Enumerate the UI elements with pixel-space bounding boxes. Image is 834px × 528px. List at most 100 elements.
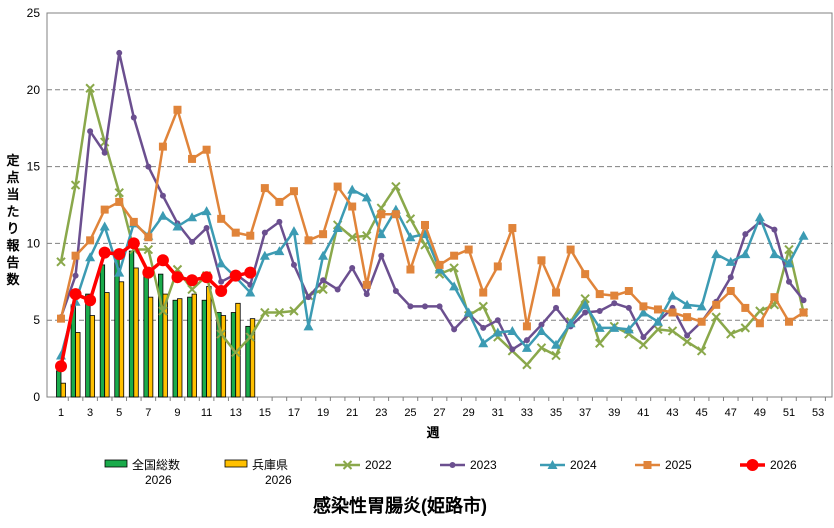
data-point-2024 [565, 318, 576, 328]
data-point-2025 [100, 205, 109, 214]
y-axis-label-char: り [6, 221, 19, 236]
chart-title: 感染性胃腸炎(姫路市) [313, 495, 487, 516]
legend-marker [643, 461, 652, 469]
data-point-2023 [436, 303, 443, 310]
data-point-2023 [640, 334, 647, 341]
data-point-2023 [392, 288, 399, 295]
data-point-2022 [711, 312, 721, 322]
data-point-2023 [72, 272, 79, 279]
y-axis-label-char: 定 [5, 153, 19, 168]
data-point-2025 [508, 224, 517, 233]
x-tick-label: 7 [145, 407, 151, 419]
y-tick-label: 5 [33, 313, 40, 327]
x-tick-label: 29 [463, 407, 475, 419]
y-tick-label: 20 [27, 83, 41, 97]
x-tick-label: 45 [696, 407, 708, 419]
data-point-2022 [274, 307, 285, 318]
bar-national [143, 273, 149, 398]
data-point-2025 [799, 308, 808, 317]
legend-label: 2026 [265, 473, 292, 487]
x-tick-label: 49 [754, 407, 766, 419]
x-tick-label: 53 [812, 407, 824, 419]
x-tick-label: 27 [433, 407, 445, 419]
series-line-2023 [59, 51, 805, 351]
data-point-2023 [276, 218, 283, 225]
data-point-2023 [159, 192, 166, 199]
legend-label: 2023 [470, 458, 497, 472]
data-point-2023 [727, 274, 734, 281]
data-point-2023 [480, 324, 487, 331]
data-point-2024 [259, 250, 270, 260]
data-point-2024 [245, 287, 256, 297]
data-point-2022 [740, 323, 751, 333]
data-point-2024 [449, 281, 460, 291]
data-point-2023 [189, 238, 196, 245]
data-point-2022 [245, 332, 255, 342]
data-point-2024 [332, 223, 343, 233]
x-tick-label: 21 [346, 407, 358, 419]
bar-hyogo [249, 318, 256, 398]
bar-hyogo [220, 315, 227, 398]
data-point-2025 [479, 288, 488, 297]
data-point-2025 [741, 303, 750, 312]
data-point-2025 [639, 302, 648, 311]
data-point-2026 [69, 288, 82, 301]
data-point-2024 [769, 249, 780, 259]
series-line-2024 [59, 188, 805, 356]
data-point-2026 [84, 294, 97, 307]
data-point-2025 [610, 291, 619, 300]
data-point-2023 [494, 317, 501, 324]
data-point-2022 [158, 306, 168, 316]
data-point-2026 [171, 271, 184, 284]
data-point-2023 [218, 278, 225, 285]
data-point-2024 [754, 212, 765, 222]
data-point-2024 [347, 184, 358, 194]
bar-national [114, 256, 120, 398]
x-axis-label: 週 [426, 425, 439, 440]
data-point-2024 [274, 246, 285, 256]
data-point-2022 [478, 301, 488, 312]
data-point-2023 [203, 225, 210, 232]
x-tick-label: 47 [725, 407, 737, 419]
data-point-2025 [653, 305, 662, 314]
data-point-2022 [114, 188, 124, 198]
data-point-2026 [156, 254, 169, 267]
data-point-2022 [56, 257, 66, 267]
data-point-2025 [537, 256, 546, 265]
data-point-2024 [652, 316, 663, 326]
data-point-2025 [289, 187, 298, 196]
data-point-2022 [216, 329, 226, 339]
x-tick-label: 31 [492, 407, 504, 419]
x-tick-label: 3 [87, 407, 93, 419]
data-point-2025 [304, 236, 313, 245]
data-point-2025 [260, 184, 269, 193]
x-tick-label: 15 [259, 407, 271, 419]
data-point-2023 [145, 163, 152, 170]
y-tick-label: 0 [33, 390, 40, 404]
x-tick-label: 43 [666, 407, 678, 419]
data-point-2022 [391, 181, 401, 192]
data-point-2025 [115, 197, 124, 206]
data-point-2023 [407, 303, 414, 310]
data-point-2022 [405, 214, 416, 224]
data-point-2023 [553, 304, 560, 311]
data-point-2026 [127, 237, 140, 250]
data-point-2022 [187, 284, 197, 295]
legend-swatch [224, 459, 248, 468]
data-point-2024 [507, 325, 518, 335]
data-point-2024 [682, 299, 693, 309]
data-point-2024 [99, 221, 110, 231]
data-point-2025 [377, 210, 386, 219]
data-point-2025 [785, 317, 793, 326]
bar-national [187, 296, 193, 398]
legend-marker [342, 460, 353, 470]
data-point-2023 [523, 337, 530, 344]
data-point-2025 [683, 313, 692, 322]
plot-frame [46, 12, 833, 398]
legend-label: 全国総数 [132, 457, 180, 472]
data-point-2025 [552, 288, 561, 297]
data-point-2024 [303, 321, 314, 331]
data-point-2023 [451, 326, 458, 333]
data-point-2024 [711, 249, 722, 259]
